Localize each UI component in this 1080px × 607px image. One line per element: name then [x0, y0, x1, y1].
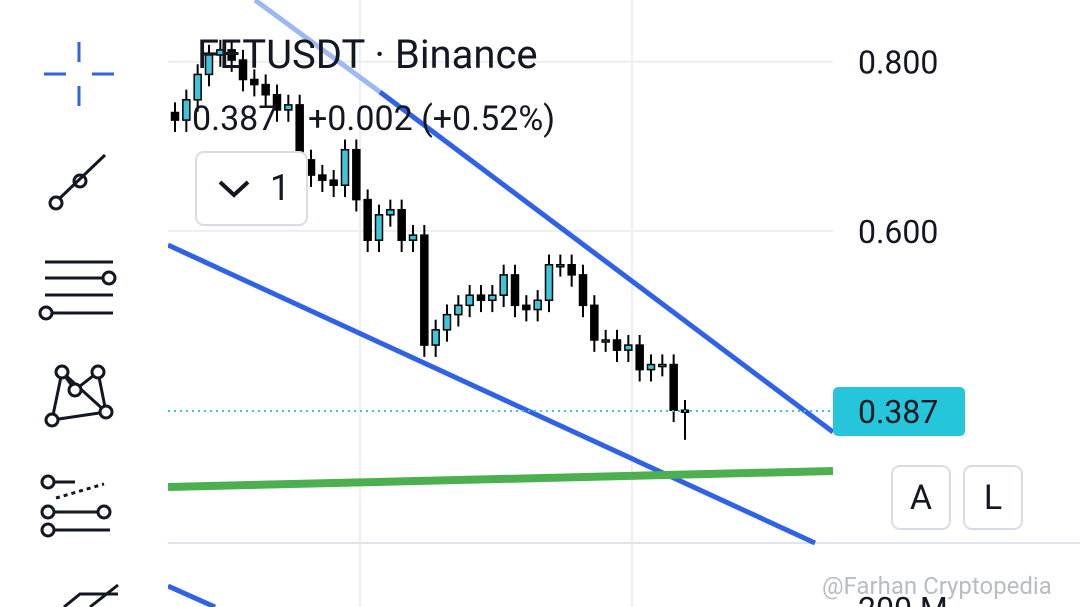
candle-body [465, 294, 474, 307]
volume-axis-label: 200 M [858, 590, 948, 607]
header-price: 0.387 [192, 99, 277, 139]
pattern-tool[interactable] [44, 364, 114, 428]
candle-body [544, 263, 554, 302]
candle-body [397, 209, 406, 241]
candle-body [635, 344, 644, 371]
y-tick-label: 0.800 [858, 44, 938, 82]
candle-body [476, 294, 486, 302]
crosshair-tool[interactable] [44, 42, 114, 106]
button-frame [963, 465, 1023, 530]
button-frame [891, 465, 951, 530]
interval-button[interactable]: 1 [195, 151, 308, 226]
candle-body [204, 54, 214, 76]
candle-body [499, 274, 508, 296]
candle-body [352, 148, 361, 201]
candle-body [374, 214, 384, 241]
candle-body [182, 99, 191, 121]
candle-body [318, 174, 327, 181]
candle-body [658, 363, 667, 368]
auto-scale-label: A [910, 478, 932, 518]
candle-body [669, 363, 678, 411]
trendline-lower [168, 242, 817, 546]
candle-body [340, 148, 350, 186]
candle-body [533, 299, 542, 311]
brush-tool[interactable] [63, 583, 119, 607]
candle-body [386, 209, 395, 216]
trendline-upper [378, 90, 833, 434]
candle-body [261, 83, 270, 96]
watermark: @Farhan Cryptopedia [822, 572, 1052, 600]
candle-body [170, 111, 180, 121]
candle-body [612, 339, 622, 351]
fib-tool[interactable] [38, 260, 117, 321]
candle-body [306, 159, 316, 176]
log-scale-label: L [984, 478, 1002, 518]
toolbar [0, 0, 165, 607]
candle-body [431, 329, 440, 346]
button-frame [195, 151, 308, 226]
candle-body [556, 263, 565, 268]
candle-body [601, 339, 610, 343]
candle-body [567, 263, 576, 276]
toolbar-icons [38, 42, 119, 607]
candle-body [238, 59, 248, 81]
candle-body [408, 234, 418, 241]
trendline-faded [253, 0, 382, 95]
support-line [168, 467, 833, 491]
trendline-tool[interactable] [48, 153, 107, 211]
scale-button-l[interactable]: L [963, 465, 1023, 530]
candle-body [488, 294, 497, 302]
chevron-icon [218, 180, 250, 198]
prediction-tool[interactable] [40, 474, 112, 538]
header-change: +0.002 (+0.52%) [308, 99, 555, 139]
candle-body [329, 179, 338, 186]
symbol-title: FETUSDT · Binance [197, 31, 538, 78]
candle-body [227, 49, 236, 61]
candle-body [590, 304, 599, 341]
y-tick-label: 0.600 [858, 213, 938, 251]
last-price-label: 0.387 [858, 393, 938, 431]
candle-body [250, 78, 259, 86]
candle-body [272, 93, 282, 111]
candle-body [216, 49, 225, 56]
candle-body [522, 304, 531, 311]
candle-body [578, 274, 588, 307]
interval-label: 1 [270, 167, 290, 209]
candle-body [442, 313, 452, 331]
candle-body [646, 363, 656, 371]
candle-body [454, 304, 463, 316]
last-price-badge [833, 387, 965, 437]
candle-body [363, 198, 372, 241]
candle-body [193, 73, 202, 101]
candle-body [624, 344, 633, 351]
candle-body [420, 234, 429, 346]
scale-button-a[interactable]: A [891, 465, 951, 530]
drawings [168, 0, 833, 607]
candle-body [284, 104, 293, 111]
trendline-lower-volume [168, 583, 217, 607]
grid [168, 0, 1080, 607]
candle-body [510, 274, 520, 307]
